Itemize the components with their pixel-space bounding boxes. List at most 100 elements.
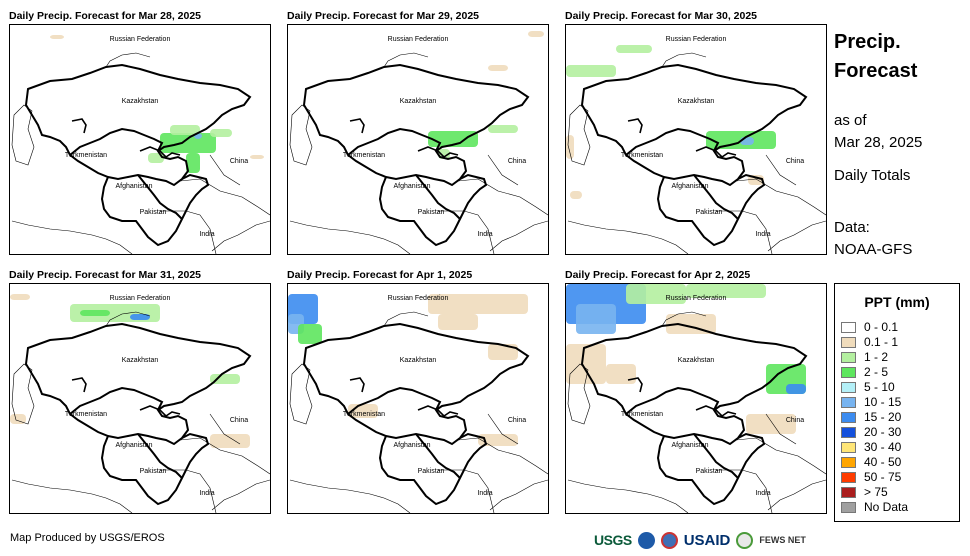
precip-patch bbox=[148, 153, 164, 163]
region-outline bbox=[580, 322, 808, 446]
region-outline bbox=[69, 386, 164, 415]
precip-patch bbox=[428, 294, 528, 314]
label-russia: Russian Federation bbox=[665, 295, 727, 302]
label-pakistan: Pakistan bbox=[139, 468, 167, 475]
legend-label: 2 - 5 bbox=[864, 365, 889, 379]
label-india: India bbox=[755, 490, 771, 497]
label-india: India bbox=[477, 231, 493, 238]
map-svg bbox=[288, 294, 548, 513]
border-thin bbox=[716, 469, 773, 513]
border-thin bbox=[209, 154, 241, 186]
region-outline bbox=[627, 118, 643, 134]
region-outline bbox=[695, 146, 737, 159]
noaa-logo-icon bbox=[637, 531, 655, 549]
region-outline bbox=[139, 146, 181, 159]
legend-label: 40 - 50 bbox=[864, 455, 902, 469]
legend-swatch bbox=[841, 381, 856, 393]
coastline-east bbox=[767, 220, 826, 252]
legend-item: 50 - 75 bbox=[841, 470, 901, 484]
region-outline bbox=[656, 173, 766, 247]
legend-label: 1 - 2 bbox=[864, 350, 889, 364]
legend-item: 2 - 5 bbox=[841, 365, 888, 379]
totals-label: Daily Totals bbox=[834, 167, 911, 184]
border-thin bbox=[179, 178, 270, 216]
legend-swatch bbox=[841, 426, 856, 438]
precip-patch bbox=[488, 65, 508, 71]
precip-patch bbox=[186, 153, 200, 173]
border-thin bbox=[487, 413, 519, 445]
region-outline bbox=[625, 386, 720, 415]
label-russia: Russian Federation bbox=[665, 36, 727, 43]
region-outline bbox=[417, 405, 459, 418]
precip-layer bbox=[50, 35, 264, 173]
precip-layer bbox=[566, 284, 806, 434]
side-title: Precip. Forecast bbox=[834, 31, 918, 82]
label-russia: Russian Federation bbox=[387, 295, 449, 302]
region-outline bbox=[347, 386, 442, 415]
label-russia: Russian Federation bbox=[109, 36, 171, 43]
region-outline bbox=[656, 432, 766, 506]
precip-patch bbox=[10, 414, 26, 424]
legend-swatch bbox=[841, 456, 856, 468]
as-of-date: as of Mar 28, 2025 bbox=[834, 112, 923, 151]
legend-item: 1 - 2 bbox=[841, 350, 888, 364]
label-kazakhstan: Kazakhstan bbox=[677, 357, 715, 364]
region-outline bbox=[695, 405, 737, 418]
precip-patch bbox=[528, 31, 544, 37]
map-svg bbox=[11, 35, 270, 254]
coastline bbox=[567, 220, 689, 254]
precip-patch bbox=[566, 344, 606, 384]
region-outline bbox=[24, 63, 252, 187]
precip-patch bbox=[160, 133, 216, 153]
region-outline bbox=[139, 405, 181, 418]
precip-map: Russian Federation Kazakhstan Turkmenist… bbox=[9, 24, 271, 255]
border-thin bbox=[457, 437, 548, 475]
border-thin bbox=[105, 52, 151, 68]
forecast-panel-3: Daily Precip. Forecast for Mar 30, 2025 bbox=[565, 10, 827, 255]
label-china: China bbox=[507, 417, 527, 424]
region-outline bbox=[625, 127, 720, 156]
precip-layer bbox=[10, 294, 250, 448]
region-outline bbox=[71, 377, 87, 393]
precip-patch bbox=[170, 125, 200, 135]
label-india: India bbox=[199, 231, 215, 238]
coastline bbox=[567, 479, 689, 513]
panel-title: Daily Precip. Forecast for Mar 28, 2025 bbox=[9, 10, 202, 22]
border-thin bbox=[438, 210, 495, 254]
label-russia: Russian Federation bbox=[387, 36, 449, 43]
label-afghanistan: Afghanistan bbox=[115, 442, 153, 449]
legend-item: No Data bbox=[841, 500, 908, 514]
region-outline bbox=[100, 173, 210, 247]
label-pakistan: Pakistan bbox=[417, 468, 445, 475]
legend-swatch bbox=[841, 351, 856, 363]
border-thin bbox=[209, 413, 241, 445]
legend-label: 0 - 0.1 bbox=[864, 320, 899, 334]
border-thin bbox=[765, 413, 797, 445]
border-thin bbox=[383, 52, 429, 68]
precip-patch bbox=[488, 344, 518, 360]
region-outline bbox=[693, 174, 739, 220]
region-outline bbox=[100, 432, 210, 506]
label-turkmenistan: Turkmenistan bbox=[342, 411, 386, 418]
precip-patch bbox=[686, 284, 766, 298]
panel-title: Daily Precip. Forecast for Apr 1, 2025 bbox=[287, 269, 473, 281]
legend-item: 5 - 10 bbox=[841, 380, 895, 394]
precip-patch bbox=[488, 125, 518, 133]
border-thin bbox=[716, 210, 773, 254]
coastline bbox=[289, 220, 411, 254]
agency-seal-icon bbox=[660, 531, 678, 549]
border-thin bbox=[457, 178, 548, 216]
label-kazakhstan: Kazakhstan bbox=[399, 357, 437, 364]
fews-logo-icon bbox=[736, 531, 754, 549]
forecast-panel-2: Daily Precip. Forecast for Mar 29, 2025 bbox=[287, 10, 549, 255]
region-outline bbox=[415, 174, 461, 220]
region-outline bbox=[378, 173, 488, 247]
precip-patch bbox=[210, 434, 250, 448]
fews-net-logo: FEWS NET bbox=[759, 535, 806, 545]
legend-label: 0.1 - 1 bbox=[864, 335, 899, 349]
legend-label: 10 - 15 bbox=[864, 395, 902, 409]
coastline-east bbox=[211, 479, 270, 511]
label-russia: Russian Federation bbox=[109, 295, 171, 302]
forecast-panel-6: Daily Precip. Forecast for Apr 2, 2025 bbox=[565, 269, 827, 514]
label-china: China bbox=[507, 158, 527, 165]
